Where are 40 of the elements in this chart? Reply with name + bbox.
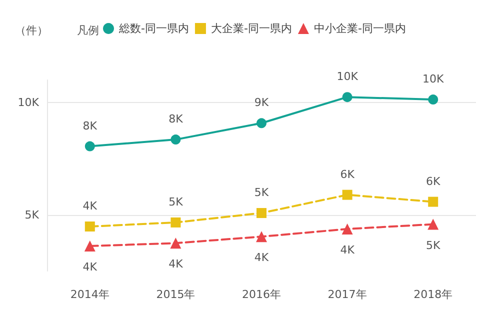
point xyxy=(170,217,181,228)
point xyxy=(256,208,266,218)
x-tick-label: 2016年 xyxy=(242,288,281,301)
data-label: 10K xyxy=(422,72,444,86)
x-tick-label: 2018年 xyxy=(414,288,453,301)
point xyxy=(428,196,438,207)
data-label: 6K xyxy=(426,174,441,188)
point xyxy=(84,240,96,252)
data-label: 5K xyxy=(426,238,441,252)
data-label: 4K xyxy=(340,243,356,256)
data-label: 4K xyxy=(254,251,270,264)
x-tick-label: 2017年 xyxy=(328,288,367,301)
point xyxy=(342,190,352,200)
data-label: 9K xyxy=(254,96,270,110)
data-label: 6K xyxy=(340,168,356,181)
legend-title: 凡例 xyxy=(77,24,99,37)
data-label: 4K xyxy=(168,258,184,271)
legend-label: 中小企業-同一県内 xyxy=(314,22,406,35)
data-label: 5K xyxy=(168,195,184,208)
point xyxy=(342,92,352,102)
data-label: 5K xyxy=(254,186,270,200)
point xyxy=(256,231,267,242)
legend-label: 大企業-同一県内 xyxy=(210,22,292,35)
point xyxy=(84,222,95,232)
legend-label: 総数-同一県内 xyxy=(118,22,189,35)
data-label: 4K xyxy=(82,200,98,213)
data-label: 8K xyxy=(168,112,184,126)
x-tick-label: 2015年 xyxy=(156,288,196,301)
point xyxy=(84,141,95,152)
x-tick-label: 2014年 xyxy=(70,288,110,301)
point xyxy=(170,238,182,249)
data-label: 10K xyxy=(336,70,359,84)
point xyxy=(256,118,266,128)
point xyxy=(342,223,353,234)
data-label: 8K xyxy=(82,119,98,132)
point xyxy=(170,134,181,145)
point xyxy=(428,218,439,230)
point xyxy=(428,94,438,105)
y-axis-title: （件） xyxy=(15,24,48,37)
data-label: 4K xyxy=(82,260,98,274)
